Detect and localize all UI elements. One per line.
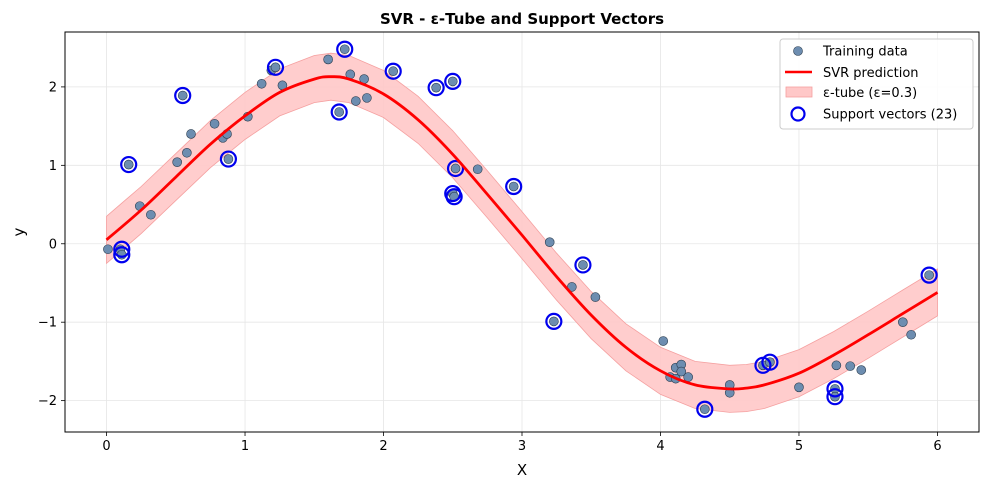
support-vector-ring — [120, 155, 138, 174]
training-point — [447, 76, 458, 87]
support-vector-ring — [545, 312, 563, 331]
training-point — [898, 317, 908, 327]
x-tick-label: 1 — [241, 439, 249, 454]
support-vector-ring — [330, 103, 348, 121]
training-point — [590, 292, 601, 302]
training-point — [856, 365, 867, 375]
y-tick-label: 0 — [49, 237, 57, 252]
training-point — [270, 62, 281, 73]
epsilon-tube — [106, 52, 938, 413]
legend-prediction-label: SVR prediction — [823, 66, 919, 81]
legend-tube-marker — [785, 86, 813, 98]
training-point — [924, 270, 934, 280]
training-point — [683, 372, 693, 382]
legend-box — [779, 38, 974, 130]
training-point — [209, 118, 220, 129]
x-tick-label: 0 — [102, 439, 110, 454]
epsilon-tube-layer — [106, 52, 938, 413]
support-vector-ring — [336, 40, 354, 58]
support-vector-ring — [446, 159, 465, 178]
x-tick-label: 2 — [379, 439, 387, 454]
svr-prediction-line — [105, 75, 939, 391]
training-point — [544, 237, 555, 247]
support-vector-ring — [266, 58, 285, 76]
training-point — [699, 404, 710, 415]
training-point — [578, 260, 588, 270]
prediction-layer — [105, 75, 939, 391]
x-tick-label: 5 — [795, 439, 803, 454]
training-point — [351, 96, 361, 106]
y-tick-label: −1 — [38, 316, 57, 331]
support-vector-ring — [219, 150, 238, 168]
y-tick-label: 2 — [49, 80, 57, 95]
y-tick-label: −2 — [38, 394, 57, 409]
support-vector-ring — [761, 353, 779, 371]
chart-title: SVR - ε-Tube and Support Vectors — [380, 10, 664, 28]
x-axis-label: X — [517, 461, 527, 479]
support-vector-ring — [113, 246, 131, 264]
x-tick-label: 3 — [518, 439, 526, 454]
training-point — [508, 181, 519, 192]
training-point — [794, 382, 804, 393]
training-point — [339, 44, 350, 55]
support-vector-markers — [113, 40, 938, 418]
training-point — [549, 316, 559, 327]
training-point — [182, 147, 192, 158]
support-vector-ring — [920, 266, 938, 284]
training-point — [123, 159, 134, 170]
support-vector-ring — [174, 86, 192, 105]
x-tick-label: 4 — [656, 439, 664, 454]
support-vector-ring — [826, 380, 844, 398]
legend: Training data SVR prediction ε-tube (ε=0… — [779, 38, 974, 130]
legend-support-vectors-label: Support vectors (23) — [823, 108, 957, 123]
legend-training-label: Training data — [822, 45, 908, 60]
support-vector-ring — [505, 177, 523, 196]
support-vector-ring — [445, 188, 463, 206]
training-point — [256, 78, 267, 89]
legend-support-vector-marker — [790, 106, 806, 122]
support-vector-ring — [696, 400, 714, 418]
training-point — [186, 129, 196, 139]
legend-tube-label: ε-tube (ε=0.3) — [823, 86, 917, 101]
x-axis-ticks: 0 1 2 3 4 5 6 — [102, 432, 942, 454]
y-axis-label: y — [10, 227, 28, 236]
y-tick-label: 1 — [49, 159, 57, 174]
training-point — [223, 154, 234, 164]
training-point — [172, 157, 182, 167]
training-point — [334, 107, 345, 117]
training-point — [676, 366, 687, 377]
training-point — [658, 336, 669, 346]
training-point — [362, 93, 372, 103]
training-point — [177, 90, 188, 101]
training-point — [116, 249, 127, 260]
support-vector-ring — [427, 79, 445, 97]
support-vector-ring — [574, 256, 592, 274]
y-axis-ticks: −2 −1 0 1 2 — [38, 80, 65, 409]
training-point — [431, 82, 441, 93]
training-point — [906, 329, 916, 340]
support-vector-ring — [113, 240, 131, 258]
training-point — [450, 163, 461, 174]
training-point — [845, 361, 856, 371]
training-point — [388, 66, 399, 77]
training-point — [103, 244, 113, 255]
training-point — [146, 209, 156, 220]
support-vector-ring — [826, 388, 844, 406]
training-point — [323, 54, 333, 65]
x-tick-label: 6 — [933, 439, 941, 454]
training-point — [831, 360, 842, 371]
support-vector-ring — [384, 62, 402, 80]
training-points — [103, 44, 934, 415]
legend-training-marker — [793, 46, 803, 56]
support-vector-ring — [444, 72, 462, 91]
training-point — [472, 164, 483, 175]
